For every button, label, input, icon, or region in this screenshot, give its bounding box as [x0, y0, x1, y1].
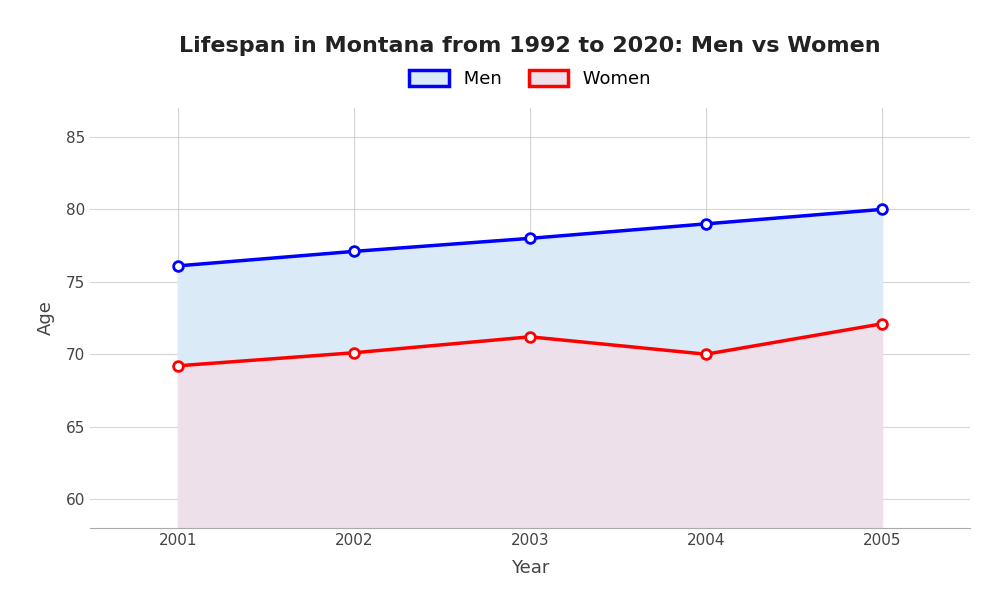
Legend:  Men,  Women: Men, Women [402, 62, 658, 95]
Y-axis label: Age: Age [37, 301, 55, 335]
Title: Lifespan in Montana from 1992 to 2020: Men vs Women: Lifespan in Montana from 1992 to 2020: M… [179, 37, 881, 56]
X-axis label: Year: Year [511, 559, 549, 577]
